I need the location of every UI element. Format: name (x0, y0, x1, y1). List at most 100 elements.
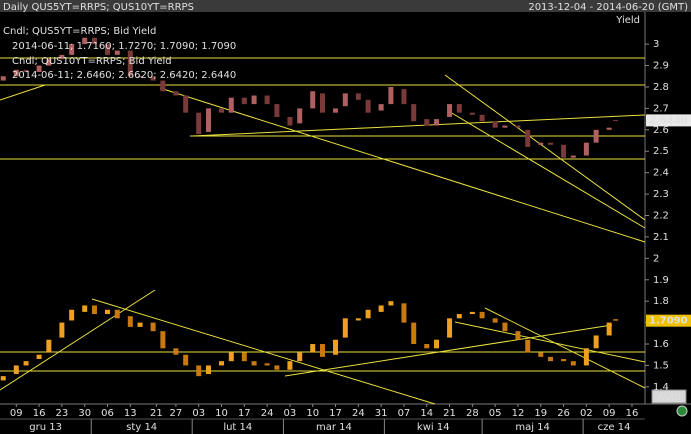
month-label: sty 14 (126, 422, 157, 433)
y-tick-label: 1.6 (653, 339, 669, 350)
y-tick-label: 2.8 (653, 82, 669, 93)
y-tick-label: 2.9 (653, 61, 669, 72)
candle-body (320, 93, 325, 113)
candle-body (378, 104, 384, 111)
candle-body (355, 93, 361, 100)
x-tick-label: 31 (375, 408, 388, 419)
candle-body (228, 97, 234, 113)
x-tick-label: 03 (284, 408, 297, 419)
candle-body (114, 309, 120, 319)
candle-body (355, 318, 361, 321)
month-label: lut 14 (223, 422, 252, 433)
y-tick-label: 2.7 (653, 103, 669, 114)
annotations (0, 57, 646, 405)
candle-body (411, 322, 417, 345)
candle-body (196, 112, 202, 135)
candle-body (593, 335, 599, 349)
candle-body (538, 352, 544, 357)
candle-body (365, 99, 371, 113)
x-tick-label: 06 (101, 408, 114, 419)
candle-body (411, 104, 417, 122)
candle-body (13, 69, 19, 77)
candle-body (196, 365, 202, 377)
candle-body (613, 119, 619, 121)
x-tick-label: 07 (398, 408, 411, 419)
candle-body (492, 121, 498, 128)
candle-body (502, 125, 508, 128)
candle-body (36, 65, 42, 72)
candle-body (561, 144, 567, 158)
x-tick-label: 13 (124, 408, 137, 419)
candle-body (59, 54, 65, 60)
y-tick-label: 2.5 (653, 146, 669, 157)
candle-body (310, 344, 316, 353)
candle-body (82, 37, 88, 45)
x-tick-label: 14 (420, 408, 433, 419)
trend-line (284, 324, 613, 377)
y-tick-label: 1.8 (653, 296, 669, 307)
candle-body (456, 104, 462, 113)
candle-body (365, 309, 371, 319)
auto-button[interactable] (651, 389, 687, 404)
header-bar (0, 0, 691, 12)
trend-line (191, 114, 646, 137)
y-tick-label: 1.4 (653, 382, 669, 393)
x-tick-label: 02 (580, 408, 593, 419)
candle-body (241, 97, 247, 105)
candle-body (287, 116, 293, 126)
candle-body (613, 319, 619, 321)
month-label: maj 14 (515, 422, 550, 433)
candle-body (310, 91, 316, 109)
candle-body (114, 50, 120, 55)
chart-title: Daily QUS5YT=RRPS; QUS10YT=RRPS (3, 2, 194, 13)
candle-body (46, 59, 52, 66)
month-label: gru 13 (29, 422, 62, 433)
candle-body (91, 305, 97, 315)
candle-body (570, 361, 576, 366)
month-label: cze 14 (598, 422, 631, 433)
candle-body (241, 352, 247, 362)
candle-body (525, 339, 531, 353)
x-tick-label: 10 (306, 408, 319, 419)
trend-line (484, 307, 646, 389)
x-tick-label: 28 (466, 408, 479, 419)
candle-body (320, 344, 325, 357)
price-tag-label: 2.6440 (649, 115, 688, 126)
candle-body (447, 104, 453, 117)
x-tick-label: 17 (329, 408, 342, 419)
date-range: 2013-12-04 - 2014-06-20 (GMT) (528, 2, 688, 13)
x-tick-label: 17 (238, 408, 251, 419)
status-indicator[interactable] (676, 405, 688, 417)
candle-body (137, 76, 143, 78)
candle-body (333, 339, 339, 355)
candle-body (456, 314, 462, 319)
candle-body (105, 44, 110, 55)
y-tick-label: 2.2 (653, 210, 669, 221)
candle-body (160, 80, 166, 92)
x-tick-label: 23 (56, 408, 69, 419)
candle-body (274, 104, 280, 117)
candle-body (434, 339, 440, 349)
candle-body (228, 352, 234, 362)
legend-entry: Cndl; QUS10YT=RRPS; Bid Yield (12, 56, 172, 67)
x-tick-label: 16 (33, 408, 46, 419)
candle-body (287, 361, 293, 370)
candle-body (183, 354, 189, 366)
candle-body (548, 142, 554, 145)
candle-body (82, 305, 88, 312)
candle-body (264, 363, 270, 366)
x-tick-label: 27 (170, 408, 183, 419)
x-tick-label: 12 (512, 408, 525, 419)
trend-line (0, 289, 156, 391)
candle-body (36, 354, 42, 360)
price-tag (646, 114, 691, 127)
y-tick-label: 1.5 (653, 360, 669, 371)
auto-button-label[interactable]: Auto (657, 392, 680, 403)
candle-body (515, 331, 521, 340)
candle-body (13, 365, 19, 375)
x-tick-label: 24 (261, 408, 274, 419)
candle-body (173, 348, 179, 355)
candle-body (378, 305, 384, 312)
candle-body (297, 352, 303, 362)
